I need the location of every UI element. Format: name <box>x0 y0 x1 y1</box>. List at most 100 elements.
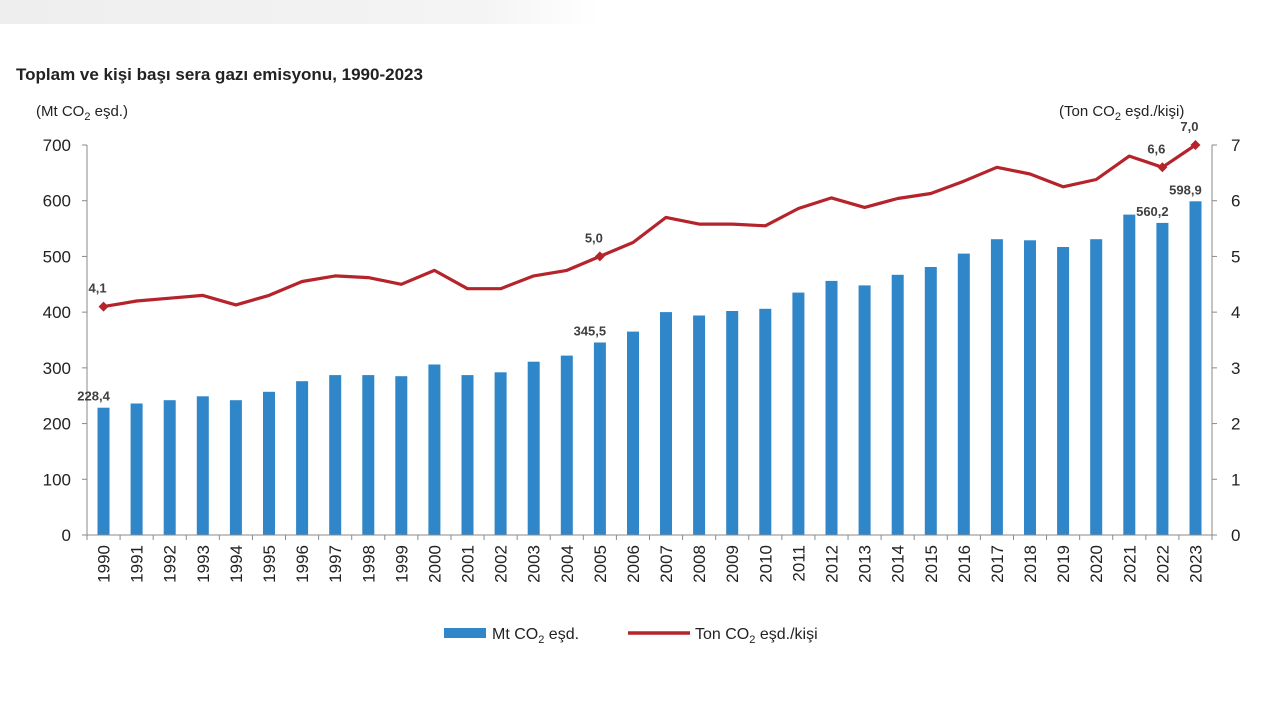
bar-label-2023: 598,9 <box>1169 182 1202 197</box>
bar-2023 <box>1189 201 1202 536</box>
bar-2017 <box>990 239 1003 535</box>
left-axis-title-sub: 2 <box>84 111 90 123</box>
bar-label-1990: 228,4 <box>77 389 110 404</box>
x-tick-label-2016: 2016 <box>955 545 974 583</box>
x-tick-label-2013: 2013 <box>856 545 875 583</box>
left-tick-label: 200 <box>43 415 71 434</box>
bar-1998 <box>362 375 375 535</box>
x-tick-label-1994: 1994 <box>227 545 246 583</box>
bar-1999 <box>395 376 408 535</box>
legend: Mt CO2 eşd. Ton CO2 eşd./kişi <box>444 626 818 646</box>
bar-2011 <box>792 292 805 535</box>
x-tick-label-1996: 1996 <box>293 545 312 583</box>
bar-1996 <box>296 381 309 535</box>
axes: 0 100 200 300 400 500 600 700 0 1 2 3 4 5 6 7 1990 1991 19… <box>43 136 1241 583</box>
bar-1995 <box>263 391 275 535</box>
left-axis-title-post: eşd.) <box>90 103 128 120</box>
bar-2022 <box>1156 222 1169 535</box>
bar-2010 <box>759 308 772 535</box>
bar-1993 <box>196 396 209 535</box>
legend-label-bar: Mt CO2 eşd. <box>492 626 579 646</box>
bar-2021 <box>1123 214 1136 535</box>
chart-title: Toplam ve kişi başı sera gazı emisyonu, … <box>16 65 423 84</box>
x-tick-label-2007: 2007 <box>657 545 676 583</box>
right-tick-label: 7 <box>1231 136 1240 155</box>
right-axis-title-pre: (Ton CO <box>1059 103 1115 120</box>
x-tick-label-2010: 2010 <box>756 545 775 583</box>
left-tick-label: 500 <box>43 247 71 266</box>
x-tick-label-1997: 1997 <box>326 545 345 583</box>
bar-2007 <box>660 312 672 535</box>
x-tick-label-2023: 2023 <box>1186 545 1205 583</box>
x-tick-label-1995: 1995 <box>260 545 279 583</box>
right-tick-label: 3 <box>1231 359 1240 378</box>
bar-2001 <box>461 375 474 535</box>
x-tick-label-1990: 1990 <box>95 545 114 583</box>
left-tick-label: 300 <box>43 359 71 378</box>
x-tick-label-2004: 2004 <box>558 545 577 583</box>
left-tick-label: 600 <box>43 192 71 211</box>
line-label-2005: 5,0 <box>585 230 603 245</box>
x-tick-label-2009: 2009 <box>723 545 742 583</box>
right-tick-label: 1 <box>1231 470 1240 489</box>
bar-2020 <box>1090 239 1103 535</box>
bar-2004 <box>560 355 573 535</box>
bar-1992 <box>163 400 176 535</box>
right-axis-title-sub: 2 <box>1115 111 1121 123</box>
bar-2013 <box>858 285 871 535</box>
bar-2015 <box>924 267 937 535</box>
bar-2014 <box>891 274 904 535</box>
left-tick-label: 0 <box>62 526 71 545</box>
x-tick-label-2008: 2008 <box>690 545 709 583</box>
top-strip <box>0 0 600 24</box>
left-tick-label: 700 <box>43 136 71 155</box>
bar-1990 <box>97 407 110 535</box>
left-tick-label: 100 <box>43 470 71 489</box>
x-tick-label-1993: 1993 <box>194 545 213 583</box>
line-marker-2022 <box>1157 162 1168 173</box>
x-tick-label-2002: 2002 <box>492 545 511 583</box>
line-marker-2005 <box>594 251 605 262</box>
right-tick-label: 2 <box>1231 415 1240 434</box>
line-label-1990: 4,1 <box>89 281 107 296</box>
x-tick-label-1999: 1999 <box>392 545 411 583</box>
bar-2008 <box>693 315 706 535</box>
right-tick-label: 0 <box>1231 526 1240 545</box>
bar-2002 <box>494 372 507 535</box>
line-marker-1990 <box>98 301 109 312</box>
x-tick-label-2017: 2017 <box>988 545 1007 583</box>
x-tick-label-2006: 2006 <box>624 545 643 583</box>
line-series <box>98 140 1201 312</box>
right-axis-title: (Ton CO2 eşd./kişi) <box>1059 103 1184 123</box>
x-tick-label-1992: 1992 <box>161 545 180 583</box>
bar-2005 <box>593 342 606 535</box>
x-tick-label-2022: 2022 <box>1153 545 1172 583</box>
x-tick-label-2003: 2003 <box>525 545 544 583</box>
bar-1997 <box>329 375 342 535</box>
x-tick-label-2001: 2001 <box>459 545 478 583</box>
right-tick-label: 4 <box>1231 303 1240 322</box>
x-tick-label-2021: 2021 <box>1120 545 1139 583</box>
bar-2012 <box>825 280 838 535</box>
bar-2019 <box>1057 247 1070 535</box>
x-tick-label-2005: 2005 <box>591 545 610 583</box>
left-axis-title: (Mt CO2 eşd.) <box>36 103 128 123</box>
x-tick-label-2019: 2019 <box>1054 545 1073 583</box>
bar-2016 <box>957 253 970 535</box>
bar-label-2022: 560,2 <box>1136 204 1169 219</box>
x-tick-label-2014: 2014 <box>889 545 908 583</box>
per-capita-line <box>103 143 1197 309</box>
bar-2003 <box>527 361 540 535</box>
bar-label-2005: 345,5 <box>574 324 607 339</box>
x-tick-label-2012: 2012 <box>822 545 841 583</box>
x-tick-label-2011: 2011 <box>789 545 808 582</box>
left-tick-label: 400 <box>43 303 71 322</box>
x-tick-label-2015: 2015 <box>922 545 941 583</box>
bar-2000 <box>428 364 441 535</box>
right-axis-title-post: eşd./kişi) <box>1121 103 1184 120</box>
legend-label-line: Ton CO2 eşd./kişi <box>695 626 818 646</box>
x-tick-label-2000: 2000 <box>425 545 444 583</box>
bar-2018 <box>1024 240 1036 536</box>
